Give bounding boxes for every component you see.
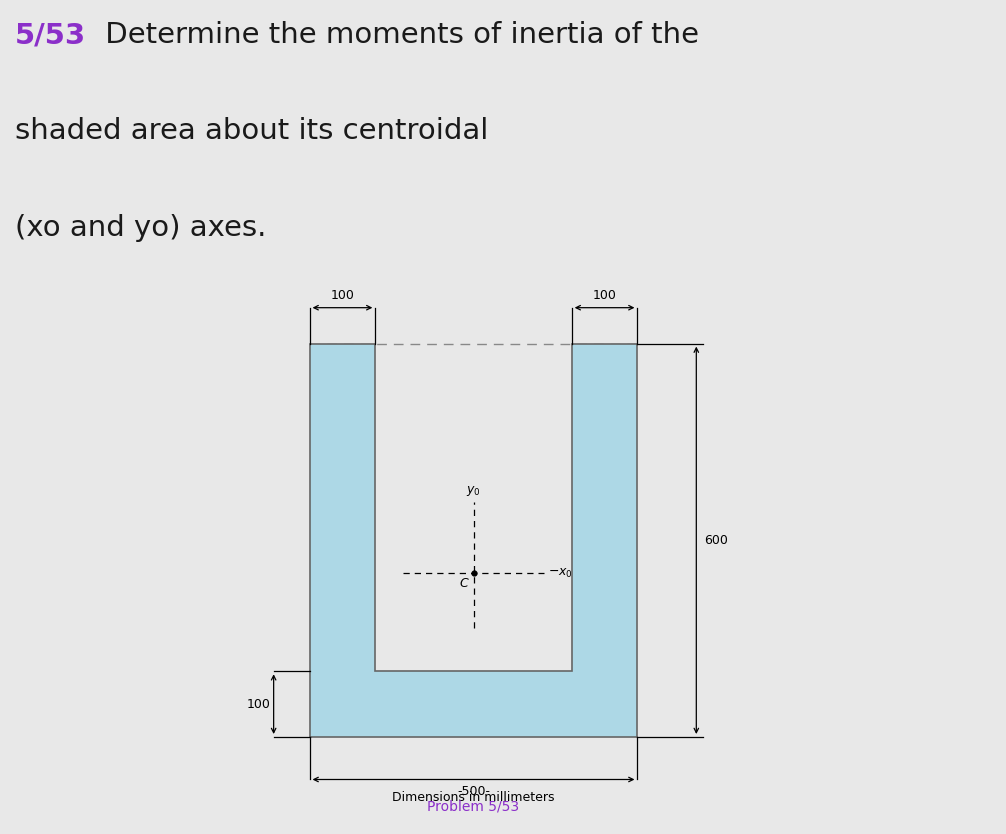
- Text: 600: 600: [704, 534, 728, 547]
- Text: Dimensions in millimeters: Dimensions in millimeters: [392, 791, 554, 804]
- Text: 5/53: 5/53: [15, 22, 87, 49]
- Text: 100: 100: [593, 289, 617, 303]
- Text: Problem 5/53: Problem 5/53: [428, 800, 519, 814]
- Polygon shape: [310, 344, 638, 737]
- Text: -500-: -500-: [457, 785, 490, 798]
- Text: Determine the moments of inertia of the: Determine the moments of inertia of the: [96, 22, 698, 49]
- Text: $C$: $C$: [459, 577, 470, 590]
- Text: $-x_0$: $-x_0$: [548, 566, 573, 580]
- Text: 100: 100: [246, 697, 271, 711]
- Text: 100: 100: [331, 289, 354, 303]
- Text: $y_0$: $y_0$: [466, 485, 481, 499]
- Text: shaded area about its centroidal: shaded area about its centroidal: [15, 118, 489, 145]
- Text: (xo and yo) axes.: (xo and yo) axes.: [15, 214, 267, 242]
